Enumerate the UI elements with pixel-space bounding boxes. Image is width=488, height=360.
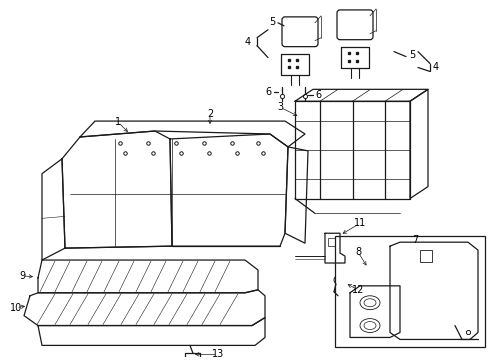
Text: 13: 13	[211, 349, 224, 359]
Bar	[327, 238, 336, 246]
FancyBboxPatch shape	[282, 17, 317, 47]
Text: 3: 3	[276, 102, 283, 112]
Bar	[419, 250, 431, 262]
Ellipse shape	[359, 296, 379, 310]
Text: 2: 2	[206, 109, 213, 119]
Text: 11: 11	[353, 218, 366, 228]
Ellipse shape	[359, 319, 379, 333]
Text: 5: 5	[408, 50, 414, 60]
Text: 8: 8	[354, 247, 360, 257]
Text: 6: 6	[264, 87, 270, 97]
Text: 9: 9	[19, 271, 25, 281]
Text: 5: 5	[268, 17, 275, 27]
FancyBboxPatch shape	[336, 10, 372, 40]
Ellipse shape	[363, 299, 375, 307]
Ellipse shape	[333, 275, 346, 285]
Text: 4: 4	[244, 37, 250, 47]
Text: 7: 7	[411, 235, 417, 245]
Bar	[334, 236, 484, 347]
Text: 4: 4	[432, 63, 438, 72]
Text: 12: 12	[351, 285, 364, 295]
Ellipse shape	[335, 296, 340, 300]
Ellipse shape	[363, 321, 375, 329]
Text: 6: 6	[314, 90, 321, 100]
Text: 10: 10	[10, 303, 22, 313]
Text: 1: 1	[115, 117, 121, 127]
